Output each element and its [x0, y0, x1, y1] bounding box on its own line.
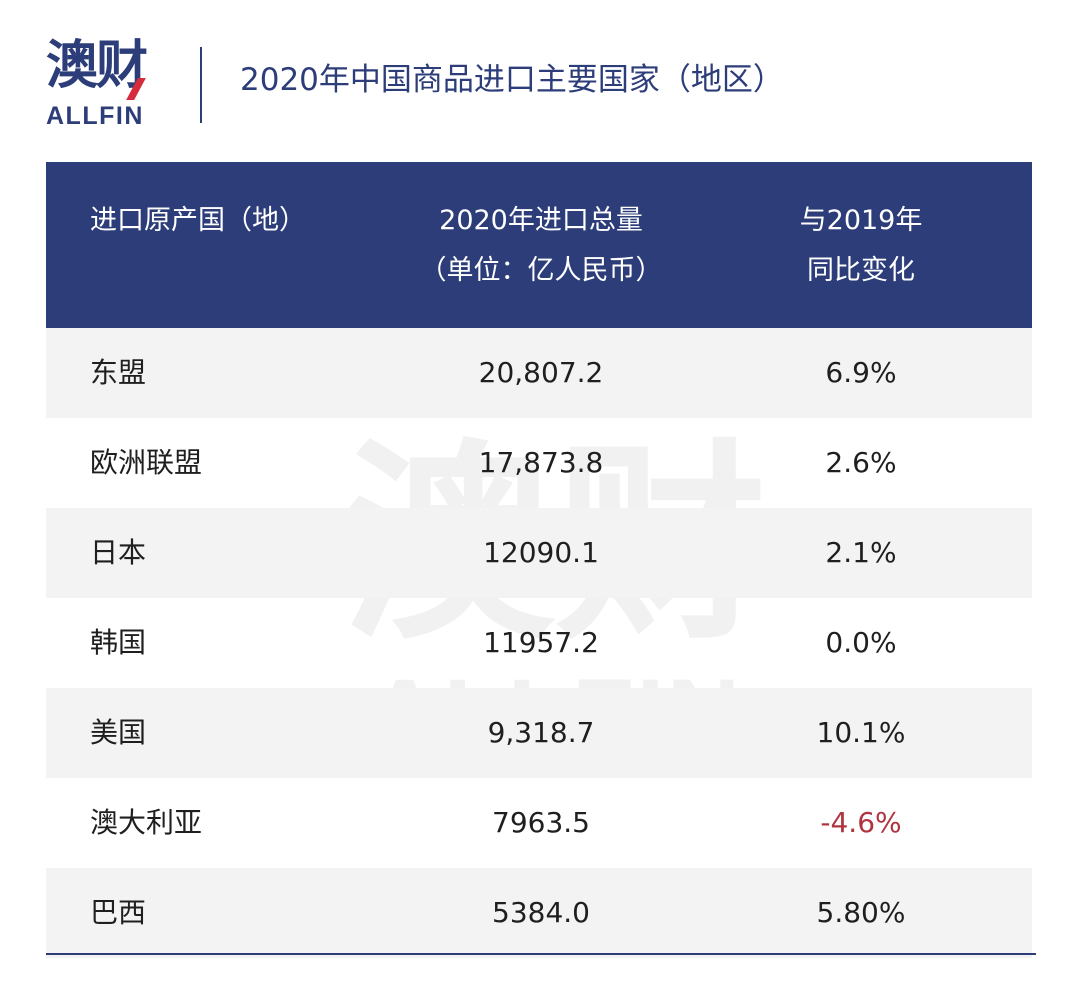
- table-row: 欧洲联盟 17,873.8 2.6%: [46, 418, 1032, 508]
- column-header-change: 与2019年 同比变化: [736, 196, 986, 296]
- cell-change: 6.9%: [825, 356, 897, 389]
- table-row: 韩国 11957.2 0.0%: [46, 598, 1032, 688]
- cell-change: 5.80%: [816, 896, 906, 929]
- cell-change: 2.1%: [825, 536, 897, 569]
- column-header-country: 进口原产国（地）: [90, 196, 306, 246]
- table-row: 日本 12090.1 2.1%: [46, 508, 1032, 598]
- page-title: 2020年中国商品进口主要国家（地区）: [240, 62, 784, 98]
- cell-change: 10.1%: [816, 716, 906, 749]
- import-table: 进口原产国（地） 2020年进口总量 （单位：亿人民币） 与2019年 同比变化…: [46, 162, 1032, 958]
- cell-volume: 5384.0: [492, 896, 590, 929]
- cell-country: 欧洲联盟: [90, 446, 203, 479]
- cell-country: 巴西: [90, 896, 147, 929]
- logo-chinese-text: 澳财: [46, 36, 148, 96]
- header-divider: [200, 47, 202, 123]
- cell-country: 东盟: [90, 356, 147, 389]
- cell-volume: 9,318.7: [487, 716, 595, 749]
- column-header-volume-line1: 2020年进口总量: [439, 205, 643, 236]
- cell-volume: 7963.5: [492, 806, 590, 839]
- column-header-volume: 2020年进口总量 （单位：亿人民币）: [346, 196, 736, 296]
- cell-change: 0.0%: [825, 626, 897, 659]
- column-header-country-label: 进口原产国（地）: [90, 205, 306, 236]
- table-row: 澳大利亚 7963.5 -4.6%: [46, 778, 1032, 868]
- table-body: 东盟 20,807.2 6.9% 欧洲联盟 17,873.8 2.6% 日本 1…: [46, 328, 1032, 958]
- cell-country: 韩国: [90, 626, 147, 659]
- column-header-volume-line2: （单位：亿人民币）: [419, 255, 663, 286]
- cell-volume: 11957.2: [483, 626, 599, 659]
- cell-volume: 20,807.2: [478, 356, 604, 389]
- cell-volume: 17,873.8: [478, 446, 604, 479]
- cell-change-negative: -4.6%: [820, 806, 902, 839]
- table-row: 巴西 5384.0 5.80%: [46, 868, 1032, 958]
- table-row: 美国 9,318.7 10.1%: [46, 688, 1032, 778]
- column-header-change-line2: 同比变化: [807, 255, 915, 286]
- cell-country: 澳大利亚: [90, 806, 203, 839]
- cell-country: 美国: [90, 716, 147, 749]
- cell-volume: 12090.1: [483, 536, 599, 569]
- table-bottom-rule: [46, 953, 1036, 955]
- table-header: 进口原产国（地） 2020年进口总量 （单位：亿人民币） 与2019年 同比变化: [46, 162, 1032, 328]
- cell-country: 日本: [90, 536, 147, 569]
- cell-change: 2.6%: [825, 446, 897, 479]
- logo-english-text: ALLFIN: [46, 102, 144, 130]
- table-row: 东盟 20,807.2 6.9%: [46, 328, 1032, 418]
- allfin-logo: 澳财 ALLFIN: [46, 38, 166, 130]
- column-header-change-line1: 与2019年: [799, 205, 923, 236]
